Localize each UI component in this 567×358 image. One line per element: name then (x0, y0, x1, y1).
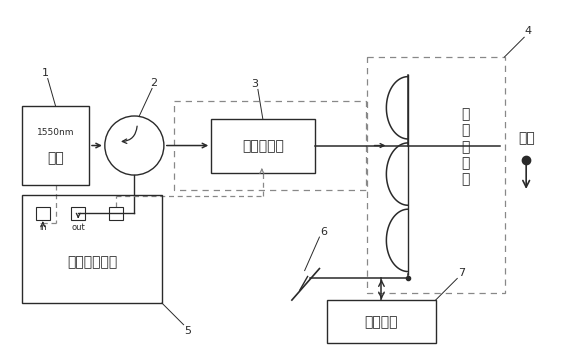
Bar (174, 101, 366, 190)
Text: 5: 5 (184, 326, 191, 335)
Bar (71, 207, 85, 220)
Text: 2: 2 (150, 78, 158, 87)
Bar (22, 195, 162, 303)
Text: 4: 4 (524, 26, 532, 36)
Text: in: in (39, 223, 46, 232)
Bar (211, 119, 315, 173)
Text: 光
纤
传
感
器: 光 纤 传 感 器 (462, 107, 470, 186)
Text: 中央控制芯片: 中央控制芯片 (67, 255, 117, 269)
Text: 电流: 电流 (518, 132, 535, 146)
Text: 1550nm: 1550nm (37, 129, 74, 137)
Bar (22, 106, 89, 185)
Text: 6: 6 (320, 227, 327, 237)
Text: out: out (71, 223, 85, 232)
Text: 3: 3 (251, 78, 259, 88)
Bar (109, 207, 122, 220)
Text: 光源: 光源 (47, 151, 64, 165)
Text: 磁光晶体: 磁光晶体 (365, 315, 398, 329)
Text: 1: 1 (43, 68, 49, 78)
Text: 7: 7 (458, 267, 465, 277)
Bar (327, 300, 435, 343)
Text: 偏振控制器: 偏振控制器 (242, 139, 284, 153)
Bar (36, 207, 50, 220)
Bar (367, 57, 505, 293)
